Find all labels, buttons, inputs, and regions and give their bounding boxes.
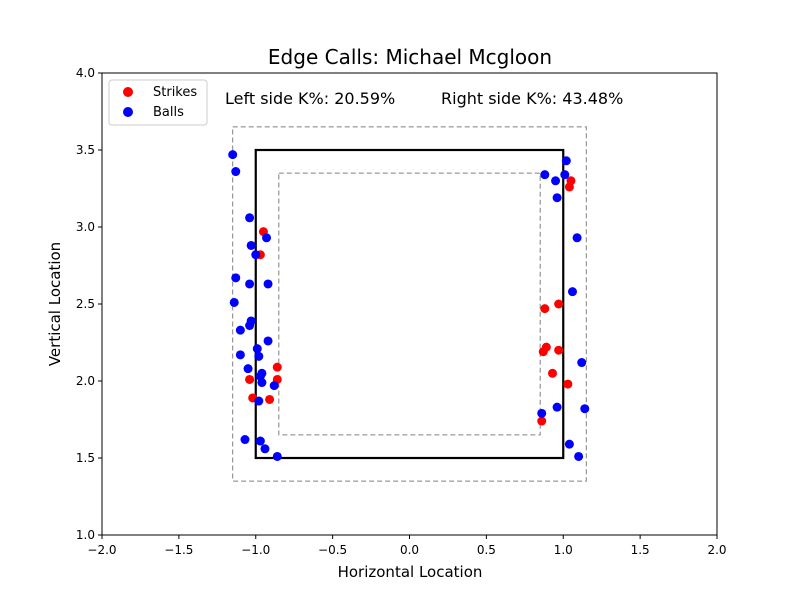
chart-title: Edge Calls: Michael Mcgloon <box>268 45 552 69</box>
x-tick-label: 0.0 <box>400 543 419 557</box>
point-balls <box>245 279 255 289</box>
point-balls <box>564 439 574 449</box>
x-axis-label: Horizontal Location <box>338 563 483 581</box>
point-balls <box>552 402 562 412</box>
x-tick-label: −1.5 <box>164 543 193 557</box>
x-axis-ticks: −2.0 −1.5 −1.0 −0.5 0.0 0.5 1.0 1.5 2.0 <box>87 535 727 557</box>
point-strikes <box>538 347 548 357</box>
point-balls <box>235 325 245 335</box>
point-balls <box>229 297 239 307</box>
y-tick-label: 2.0 <box>76 374 95 388</box>
x-tick-label: 0.5 <box>477 543 496 557</box>
point-balls <box>263 336 273 346</box>
outer-zone-rect <box>232 126 587 482</box>
x-tick-label: 2.0 <box>707 543 726 557</box>
y-axis-ticks: 1.0 1.5 2.0 2.5 3.0 3.5 4.0 <box>76 66 102 542</box>
point-balls <box>560 170 570 180</box>
point-balls <box>269 381 279 391</box>
x-tick-label: −1.0 <box>241 543 270 557</box>
point-strikes <box>537 416 547 426</box>
x-tick-label: 1.0 <box>554 543 573 557</box>
point-balls <box>552 193 562 203</box>
point-balls <box>580 404 590 414</box>
point-strikes <box>265 394 275 404</box>
point-balls <box>235 350 245 360</box>
inner-zone-rect <box>278 172 541 436</box>
point-balls <box>255 436 265 446</box>
legend-marker-strikes <box>123 87 133 97</box>
point-balls <box>245 213 255 223</box>
point-balls <box>254 351 264 361</box>
point-strikes <box>554 345 564 355</box>
point-balls <box>272 451 282 461</box>
point-balls <box>263 279 273 289</box>
x-tick-label: 1.5 <box>631 543 650 557</box>
point-balls <box>252 344 262 354</box>
legend-label-strikes: Strikes <box>153 85 197 100</box>
point-balls <box>551 176 561 186</box>
point-strikes <box>554 299 564 309</box>
point-balls <box>262 233 272 243</box>
point-balls <box>567 287 577 297</box>
y-tick-label: 3.0 <box>76 220 95 234</box>
x-tick-label: −0.5 <box>318 543 347 557</box>
points-layer <box>228 150 590 461</box>
point-balls <box>577 358 587 368</box>
point-balls <box>243 364 253 374</box>
y-tick-label: 4.0 <box>76 66 95 80</box>
point-balls <box>254 396 264 406</box>
legend-box <box>108 79 208 126</box>
point-strikes <box>540 304 550 314</box>
strike-zone-rect <box>254 148 565 460</box>
point-balls <box>540 170 550 180</box>
point-strikes <box>272 362 282 372</box>
y-axis-label: Vertical Location <box>46 242 64 366</box>
point-strikes <box>245 374 255 384</box>
legend-marker-balls <box>123 107 133 117</box>
point-balls <box>537 408 547 418</box>
point-balls <box>257 378 267 388</box>
right-side-k-annotation: Right side K%: 43.48% <box>441 89 623 108</box>
point-balls <box>245 321 255 331</box>
x-tick-label: −2.0 <box>87 543 116 557</box>
y-tick-label: 1.5 <box>76 451 95 465</box>
point-balls <box>231 273 241 283</box>
point-balls <box>228 150 238 160</box>
point-balls <box>246 240 256 250</box>
point-balls <box>572 233 582 243</box>
legend-label-balls: Balls <box>153 105 184 120</box>
y-tick-label: 2.5 <box>76 297 95 311</box>
point-balls <box>574 451 584 461</box>
plot-area-frame <box>101 72 718 536</box>
zones-layer <box>232 126 587 482</box>
left-side-k-annotation: Left side K%: 20.59% <box>225 89 395 108</box>
legend: Strikes Balls <box>108 79 208 126</box>
point-balls <box>251 250 261 260</box>
point-strikes <box>563 379 573 389</box>
y-tick-label: 3.5 <box>76 143 95 157</box>
point-balls <box>240 435 250 445</box>
point-strikes <box>564 182 574 192</box>
y-tick-label: 1.0 <box>76 528 95 542</box>
point-balls <box>561 156 571 166</box>
point-balls <box>231 167 241 177</box>
point-strikes <box>547 368 557 378</box>
point-balls <box>260 444 270 454</box>
